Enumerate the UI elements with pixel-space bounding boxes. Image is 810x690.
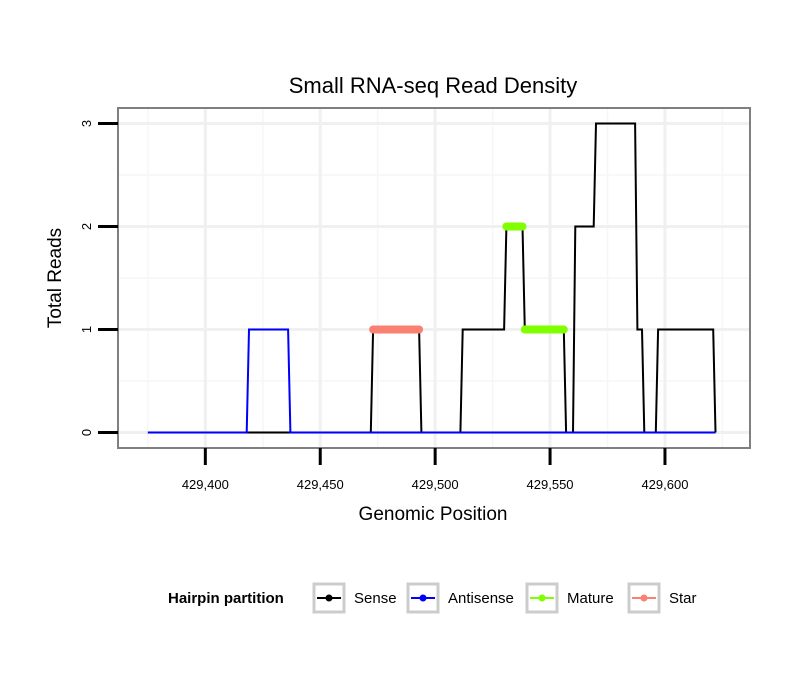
legend: Hairpin partition Sense Antisense Mature Sta… [168, 582, 697, 614]
x-tick-label: 429,600 [641, 477, 688, 492]
legend-label: Star [669, 590, 697, 607]
x-tick-label: 429,500 [412, 477, 459, 492]
x-tick-label: 429,450 [297, 477, 344, 492]
legend-item-sense: Sense [312, 582, 397, 614]
series-line-mature [502, 222, 568, 334]
legend-key-point [640, 594, 648, 602]
legend-item-star: Star [627, 582, 697, 614]
legend-key-point [325, 594, 333, 602]
x-tick-label: 429,400 [182, 477, 229, 492]
y-axis-title: Total Reads [45, 228, 66, 328]
legend-label: Mature [567, 590, 614, 607]
y-tick-label: 1 [79, 326, 94, 333]
legend-item-antisense: Antisense [406, 582, 514, 614]
legend-item-mature: Mature [525, 582, 614, 614]
series-line-antisense [147, 328, 716, 434]
legend-key-point [538, 594, 546, 602]
legend-label: Antisense [448, 590, 514, 607]
x-axis-title: Genomic Position [359, 504, 508, 525]
y-tick-label: 0 [79, 429, 94, 436]
y-tick-label: 3 [79, 120, 94, 127]
legend-title: Hairpin partition [168, 590, 284, 607]
y-tick-label: 2 [79, 223, 94, 230]
legend-key-point [419, 594, 427, 602]
x-tick-label: 429,550 [527, 477, 574, 492]
chart-title: Small RNA-seq Read Density [289, 73, 578, 98]
legend-label: Sense [354, 590, 397, 607]
